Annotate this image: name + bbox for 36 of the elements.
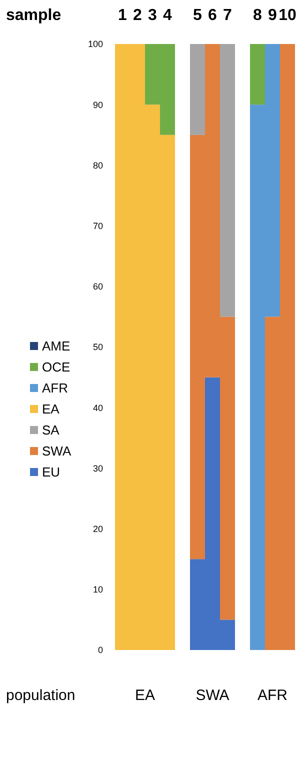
legend-label: AME: [42, 338, 70, 354]
x-axis-title: sample: [6, 7, 62, 24]
text: SWA: [196, 687, 230, 704]
x-tick-label: 5: [193, 7, 202, 24]
legend-label: SWA: [42, 444, 72, 459]
y-tick-label: 10: [92, 584, 103, 595]
text: EA: [134, 687, 156, 704]
x-tick-label: 9: [268, 7, 278, 24]
y-tick-label: 60: [92, 282, 103, 292]
legend-label: AFR: [42, 380, 68, 396]
y-tick-label: 0: [98, 645, 103, 656]
y-tick-label: 40: [92, 402, 103, 413]
bar: [220, 44, 235, 317]
bar: [190, 44, 205, 135]
y-tick-label: 70: [92, 220, 103, 231]
x-tick-label: 1: [118, 7, 128, 24]
y-tick-label: 100: [88, 39, 103, 50]
x-tick-label: 2: [133, 7, 142, 24]
y-tick-label: 30: [92, 463, 103, 474]
x-tick-label: 8: [253, 7, 262, 24]
text: population: [6, 687, 76, 704]
y-tick-label: 90: [92, 100, 103, 110]
y-tick-label: 80: [92, 160, 103, 170]
x-tick-label: 3: [148, 7, 158, 24]
x-tick-label: 7: [223, 7, 232, 24]
y-tick-label: 20: [92, 524, 103, 534]
x-tick-label: 4: [163, 7, 172, 24]
x-tick-label: 6: [208, 7, 218, 24]
legend-label: EU: [42, 464, 60, 480]
legend-label: SA: [42, 422, 60, 438]
legend-label: OCE: [42, 360, 70, 375]
legend-label: EA: [42, 402, 60, 417]
text: AFR: [258, 687, 288, 704]
bar: [250, 44, 265, 105]
y-tick-label: 50: [92, 342, 103, 352]
x-tick-label: 10: [278, 7, 296, 24]
